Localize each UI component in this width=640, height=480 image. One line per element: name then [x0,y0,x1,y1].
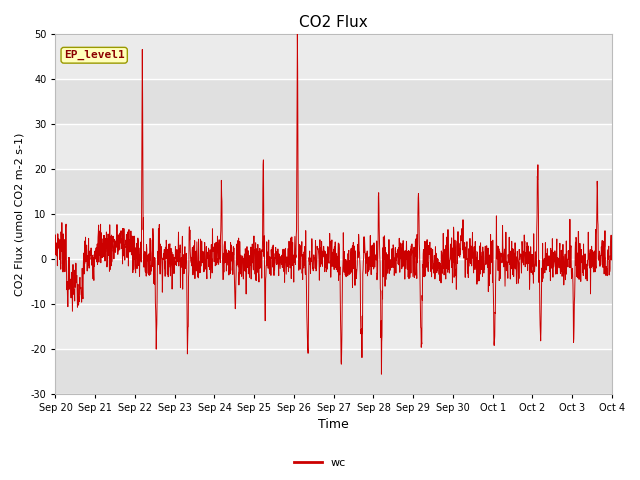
Bar [56,124,612,169]
Bar [56,304,612,349]
X-axis label: Time: Time [318,419,349,432]
Bar [56,169,612,214]
Bar [56,79,612,124]
Legend: wc: wc [289,453,351,472]
Title: CO2 Flux: CO2 Flux [300,15,368,30]
Bar [56,349,612,394]
Text: EP_level1: EP_level1 [64,50,125,60]
Bar [56,34,612,79]
Y-axis label: CO2 Flux (umol CO2 m-2 s-1): CO2 Flux (umol CO2 m-2 s-1) [15,132,25,296]
Bar [56,259,612,304]
Bar [56,214,612,259]
